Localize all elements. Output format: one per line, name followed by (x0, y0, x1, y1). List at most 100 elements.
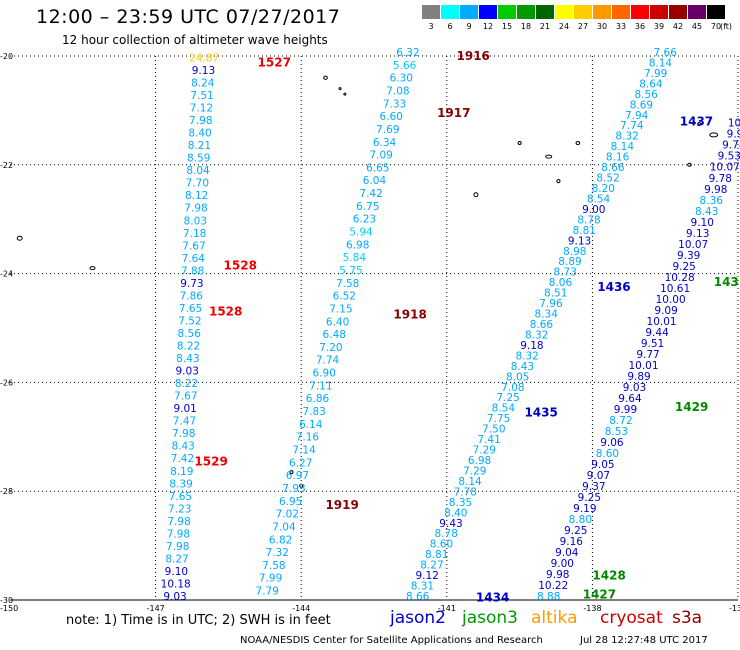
swh-value-label: 7.67 (174, 391, 197, 403)
swh-value-label: 8.31 (411, 581, 434, 593)
swh-value-label: 7.52 (178, 315, 201, 327)
lat-tick-label: -20 (0, 52, 13, 61)
scale-label: 27 (577, 22, 589, 31)
swh-value-label: 8.39 (169, 478, 192, 490)
swh-value-label: 8.81 (425, 549, 448, 561)
swh-value-label: 8.32 (515, 350, 538, 362)
swh-value-label: 5.66 (393, 60, 417, 72)
swh-value-label: 8.64 (639, 78, 663, 90)
swh-value-label: 7.70 (186, 178, 209, 190)
swh-value-label: 9.05 (591, 459, 614, 471)
swh-value-label: 8.69 (630, 99, 653, 111)
swh-value-label: 7.32 (266, 547, 289, 559)
swh-value-label: 9.13 (686, 228, 709, 240)
swh-value-label: 8.14 (611, 141, 635, 153)
swh-value-label: 7.42 (359, 188, 382, 200)
swh-value-label: 8.52 (596, 173, 619, 185)
page-subtitle: 12 hour collection of altimeter wave hei… (62, 33, 328, 47)
swh-value-label: 7.02 (276, 509, 299, 521)
swh-value-label: 6.52 (333, 291, 356, 303)
island-outline (323, 75, 328, 80)
satellite-legend-item: cryosat (600, 608, 663, 628)
swh-value-label: 9.98 (704, 184, 727, 196)
swh-value-label: 8.73 (554, 267, 577, 279)
swh-value-label: 7.65 (169, 491, 192, 503)
swh-value-label: 7.25 (496, 392, 519, 404)
swh-value-label: 6.48 (323, 329, 346, 341)
swh-value-label: 9.03 (163, 591, 186, 603)
swh-value-label: 8.66 (406, 591, 430, 603)
swh-value-label: 6.97 (286, 470, 309, 482)
swh-value-label: 7.66 (654, 47, 678, 59)
island-outline (473, 192, 479, 198)
swh-value-label: 8.81 (573, 225, 596, 237)
swh-value-label: 9.00 (582, 204, 605, 216)
swh-value-label: 7.83 (302, 406, 325, 418)
scale-label: 24 (558, 22, 570, 31)
pass-time-label: 1527 (258, 56, 291, 70)
swh-value-label: 10.01 (647, 316, 677, 328)
swh-value-label: 6.40 (326, 316, 349, 328)
swh-value-label: 7.93 (282, 483, 305, 495)
swh-value-label: 9.00 (551, 558, 574, 570)
lon-tick-label: -144 (292, 604, 310, 613)
swh-value-label: 6.30 (390, 73, 413, 85)
scale-label: 36 (634, 22, 646, 31)
swh-value-label: 8.53 (605, 426, 628, 438)
lat-tick-label: -24 (0, 270, 13, 279)
swh-value-label: 7.99 (259, 573, 282, 585)
swh-value-label: 7.58 (262, 560, 285, 572)
swh-value-label: 8.27 (420, 560, 443, 572)
page-title: 12:00 – 23:59 UTC 07/27/2017 (36, 6, 341, 28)
swh-value-label: 9.64 (618, 393, 642, 405)
swh-value-label: 9.16 (560, 536, 584, 548)
lat-tick-label: -28 (0, 487, 13, 496)
units-note: note: 1) Time is in UTC; 2) SWH is in fe… (66, 613, 331, 628)
swh-value-label: 10.07 (728, 118, 740, 130)
island-outline (517, 141, 522, 146)
timestamp: Jul 28 12:27:48 UTC 2017 (580, 635, 708, 646)
swh-value-label: 7.04 (272, 521, 296, 533)
swh-value-label: 8.54 (492, 403, 516, 415)
swh-value-label: 9.07 (587, 470, 610, 482)
scale-label: 45 (691, 22, 703, 31)
pass-time-label: 1916 (457, 49, 490, 63)
swh-value-label: 5.75 (339, 265, 362, 277)
swh-value-label: 8.56 (634, 89, 658, 101)
swh-value-label: 8.40 (188, 128, 211, 140)
scale-swatch (707, 5, 725, 19)
swh-value-label: 6.75 (356, 201, 379, 213)
swh-value-label: 9.73 (180, 278, 203, 290)
swh-value-label: 9.04 (555, 547, 579, 559)
swh-value-label: 8.16 (606, 152, 630, 164)
credit-text: NOAA/NESDIS Center for Satellite Applica… (240, 635, 543, 646)
pass-time-label: 1528 (209, 305, 242, 319)
island-outline (545, 154, 553, 159)
swh-value-label: 9.98 (546, 569, 569, 581)
satellite-legend-item: jason2 (390, 608, 446, 628)
swh-value-label: 9.13 (568, 235, 591, 247)
swh-value-label: 7.69 (376, 124, 399, 136)
lon-tick-label: -141 (438, 604, 456, 613)
swh-value-label: 7.74 (316, 355, 340, 367)
swh-value-label: 6.34 (373, 137, 397, 149)
swh-value-label: 6.90 (313, 368, 336, 380)
swh-value-label: 9.53 (718, 151, 740, 163)
swh-value-label: 9.25 (564, 525, 587, 537)
pass-time-label: 1919 (325, 498, 358, 512)
swh-value-label: 9.25 (672, 261, 695, 273)
swh-value-label: 7.65 (179, 303, 202, 315)
swh-value-label: 7.94 (625, 110, 649, 122)
swh-value-label: 7.51 (190, 90, 213, 102)
swh-value-label: 6.82 (269, 534, 292, 546)
pass-time-label: 1428 (592, 569, 625, 583)
swh-value-label: 6.65 (366, 162, 389, 174)
swh-value-label: 9.89 (627, 371, 650, 383)
swh-value-label: 7.64 (182, 253, 206, 265)
pass-time-label: 143 (714, 275, 739, 289)
swh-value-label: 7.67 (182, 240, 205, 252)
scale-label: 12 (482, 22, 494, 31)
scale-swatch (422, 5, 440, 19)
swh-value-label: 7.11 (309, 380, 332, 392)
swh-value-label: 9.03 (623, 382, 646, 394)
